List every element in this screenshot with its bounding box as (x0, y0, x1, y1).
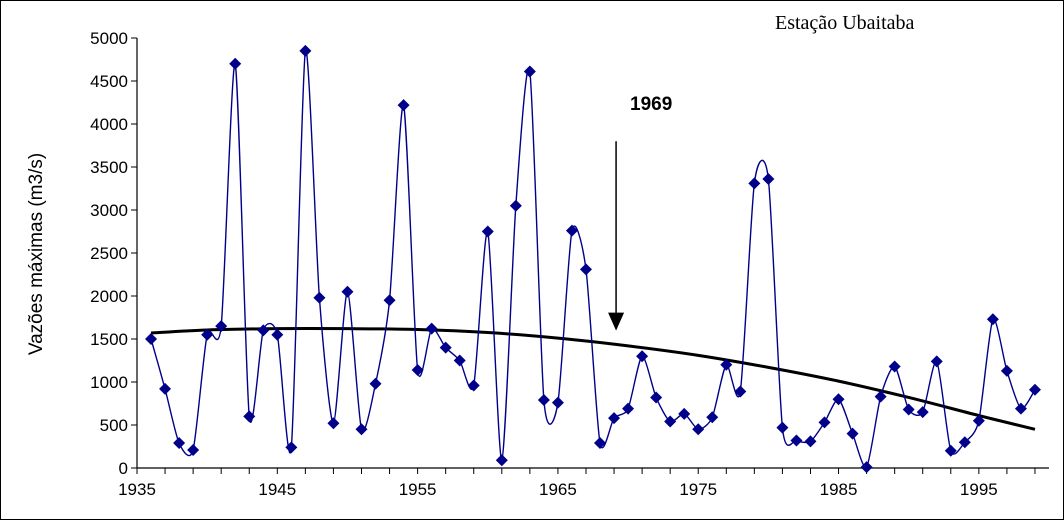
point-1965 (551, 396, 564, 409)
point-1954 (397, 99, 410, 112)
y-tick-label-2500: 2500 (90, 244, 128, 263)
annotation-1969-label: 1969 (630, 94, 672, 115)
axes: 0 500 1000 1500 2000 2500 3000 3500 4000 4500 5000… (90, 29, 1049, 499)
point-1986 (846, 427, 859, 440)
x-tick-label-1965: 1965 (539, 480, 577, 499)
trend-curve (150, 327, 1036, 431)
y-tick-label-2000: 2000 (90, 287, 128, 306)
x-tick-label-1955: 1955 (399, 480, 437, 499)
point-1997 (1000, 364, 1013, 377)
point-1981 (776, 421, 789, 434)
point-1998 (1014, 402, 1027, 415)
point-1955 (411, 363, 424, 376)
point-1945 (271, 328, 284, 341)
point-1991 (916, 406, 929, 419)
point-1992 (930, 355, 943, 368)
series-max-flow (145, 44, 1041, 474)
point-1969 (608, 412, 621, 425)
point-1950 (341, 285, 354, 298)
y-tick-label-500: 500 (100, 416, 128, 435)
point-1968 (594, 437, 607, 450)
point-1984 (818, 416, 831, 429)
x-tick-label-1935: 1935 (118, 480, 156, 499)
point-1993 (944, 444, 957, 457)
annotation-arrow-head (608, 312, 625, 331)
annotation-arrow (608, 141, 625, 331)
y-tick-label-4000: 4000 (90, 115, 128, 134)
y-tick-label-3000: 3000 (90, 201, 128, 220)
point-1936 (145, 333, 158, 345)
point-1963 (523, 65, 536, 78)
point-1987 (860, 461, 873, 474)
point-1938 (173, 437, 186, 450)
y-tick-label-4500: 4500 (90, 72, 128, 91)
y-tick-label-1000: 1000 (90, 373, 128, 392)
point-1939 (187, 443, 200, 456)
point-1975 (692, 423, 705, 436)
point-1995 (972, 414, 985, 427)
point-1994 (958, 436, 971, 449)
point-1985 (832, 393, 845, 406)
point-1999 (1028, 383, 1041, 396)
point-1988 (874, 390, 887, 403)
point-1983 (804, 435, 817, 448)
point-1941 (215, 320, 228, 333)
point-1957 (439, 341, 452, 354)
x-tick-label-1985: 1985 (820, 480, 858, 499)
y-tick-label-5000: 5000 (90, 29, 128, 48)
point-1971 (636, 350, 649, 363)
point-1937 (159, 382, 172, 395)
point-1989 (888, 360, 901, 373)
trend-line (150, 327, 1036, 431)
point-1959 (467, 379, 480, 392)
point-1946 (285, 441, 298, 454)
point-1964 (537, 394, 550, 407)
point-1982 (790, 434, 803, 447)
point-1966 (565, 224, 578, 237)
series-line (150, 49, 1036, 469)
x-tick-label-1975: 1975 (679, 480, 717, 499)
point-1949 (327, 417, 340, 430)
point-1976 (706, 411, 719, 424)
y-tick-label-1500: 1500 (90, 330, 128, 349)
point-1972 (650, 391, 663, 404)
point-1960 (481, 225, 494, 238)
chart-title: Estação Ubaitaba (775, 12, 914, 34)
point-1951 (355, 423, 368, 436)
point-1962 (509, 199, 522, 212)
point-1977 (720, 358, 733, 371)
y-axis-title: Vazões máximas (m3/s) (26, 153, 47, 355)
point-1953 (383, 294, 396, 307)
point-1956 (425, 322, 438, 335)
point-1942 (229, 57, 242, 70)
point-1961 (495, 454, 508, 467)
point-1996 (986, 313, 999, 326)
y-tick-label-3500: 3500 (90, 158, 128, 177)
point-1974 (678, 407, 691, 420)
point-1979 (748, 177, 761, 190)
y-tick-label-0: 0 (119, 459, 128, 478)
point-1944 (257, 324, 270, 337)
point-1952 (369, 377, 382, 390)
point-1958 (453, 354, 466, 367)
point-1940 (201, 328, 214, 341)
point-1978 (734, 385, 747, 398)
point-1967 (579, 263, 592, 276)
x-tick-label-1995: 1995 (960, 480, 998, 499)
point-1980 (762, 173, 775, 186)
point-1948 (313, 291, 326, 304)
point-1943 (243, 410, 256, 423)
point-1973 (664, 415, 677, 428)
x-tick-label-1945: 1945 (258, 480, 296, 499)
point-1947 (299, 44, 312, 57)
point-1970 (622, 402, 635, 415)
point-1990 (902, 403, 915, 416)
